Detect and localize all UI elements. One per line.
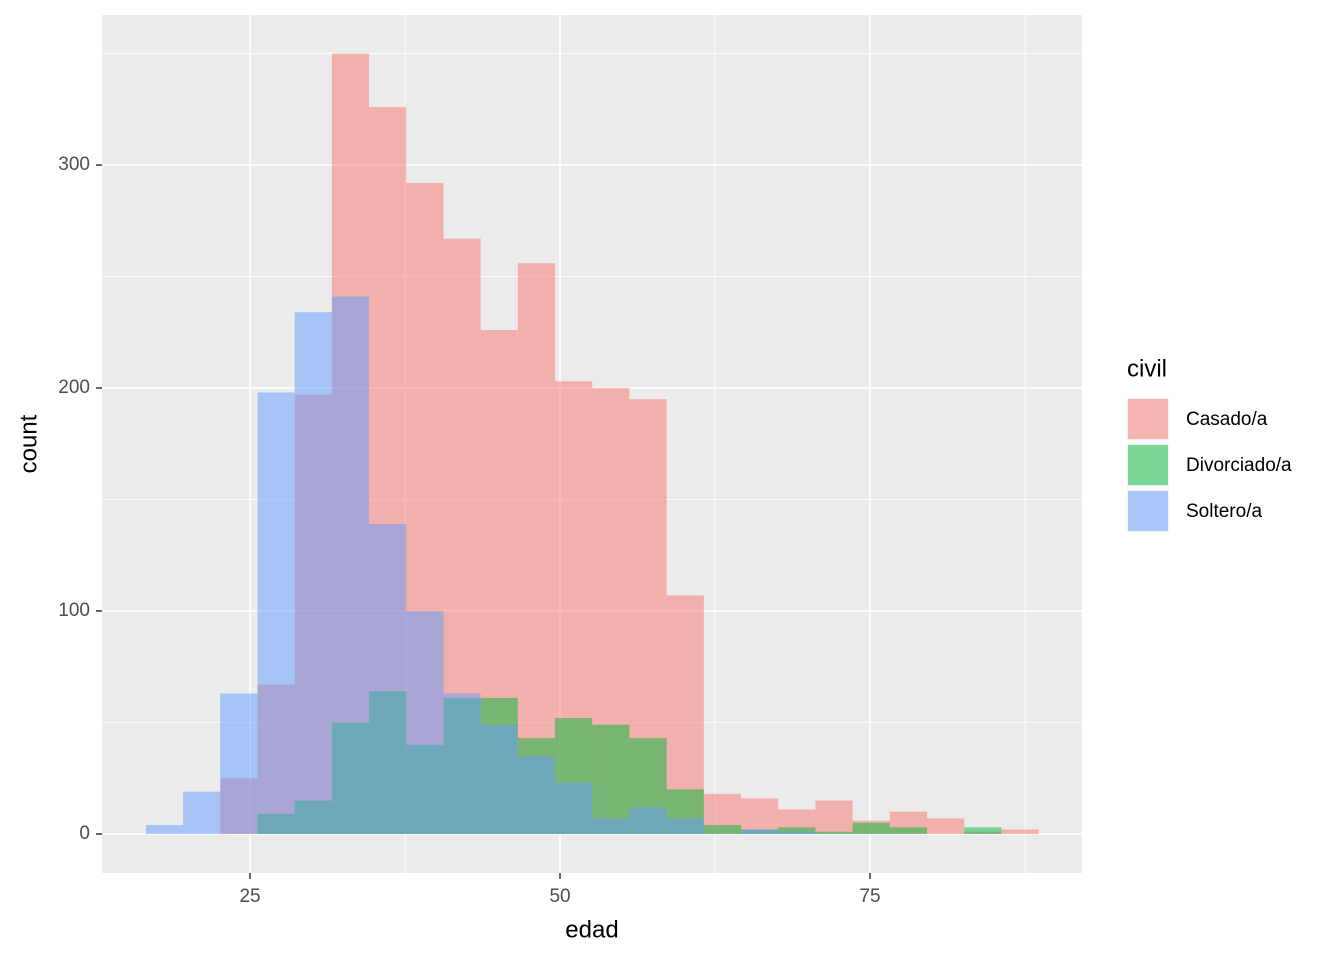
bar — [815, 800, 853, 834]
bar — [778, 827, 816, 834]
bar — [592, 724, 630, 834]
bar — [145, 825, 184, 834]
legend-key — [1128, 399, 1168, 439]
bar — [1001, 829, 1039, 834]
bar — [257, 392, 295, 834]
bar — [183, 791, 221, 834]
bar — [666, 818, 704, 834]
bar — [703, 825, 742, 834]
y-axis-label: count — [15, 414, 42, 473]
y-tick-label: 200 — [58, 377, 90, 398]
bar — [369, 524, 407, 834]
legend-key — [1128, 491, 1168, 531]
x-tick-label: 75 — [859, 886, 880, 907]
bar — [555, 782, 593, 834]
bar — [629, 807, 667, 834]
bar — [443, 693, 481, 834]
legend-label: Soltero/a — [1186, 501, 1262, 522]
bar — [964, 827, 1002, 834]
bar — [480, 724, 518, 834]
y-tick-label: 0 — [79, 823, 90, 844]
legend-label: Casado/a — [1186, 409, 1268, 430]
legend-key — [1128, 445, 1168, 485]
bar — [294, 312, 332, 834]
bar — [331, 296, 370, 834]
bar — [406, 611, 444, 834]
legend-title: civil — [1127, 355, 1167, 382]
bar — [852, 822, 890, 834]
x-axis-label: edad — [565, 916, 618, 943]
legend-label: Divorciado/a — [1186, 455, 1292, 476]
x-tick-label: 25 — [239, 886, 260, 907]
bar — [592, 818, 630, 834]
bar — [517, 755, 556, 834]
bar — [778, 831, 816, 834]
bar — [927, 818, 965, 834]
y-tick-label: 100 — [58, 600, 90, 621]
bar — [815, 831, 853, 834]
bar — [741, 798, 779, 834]
bar — [741, 829, 779, 834]
y-tick-label: 300 — [58, 154, 90, 175]
x-tick-label: 50 — [549, 886, 570, 907]
bar — [220, 693, 258, 834]
bar — [889, 827, 928, 834]
